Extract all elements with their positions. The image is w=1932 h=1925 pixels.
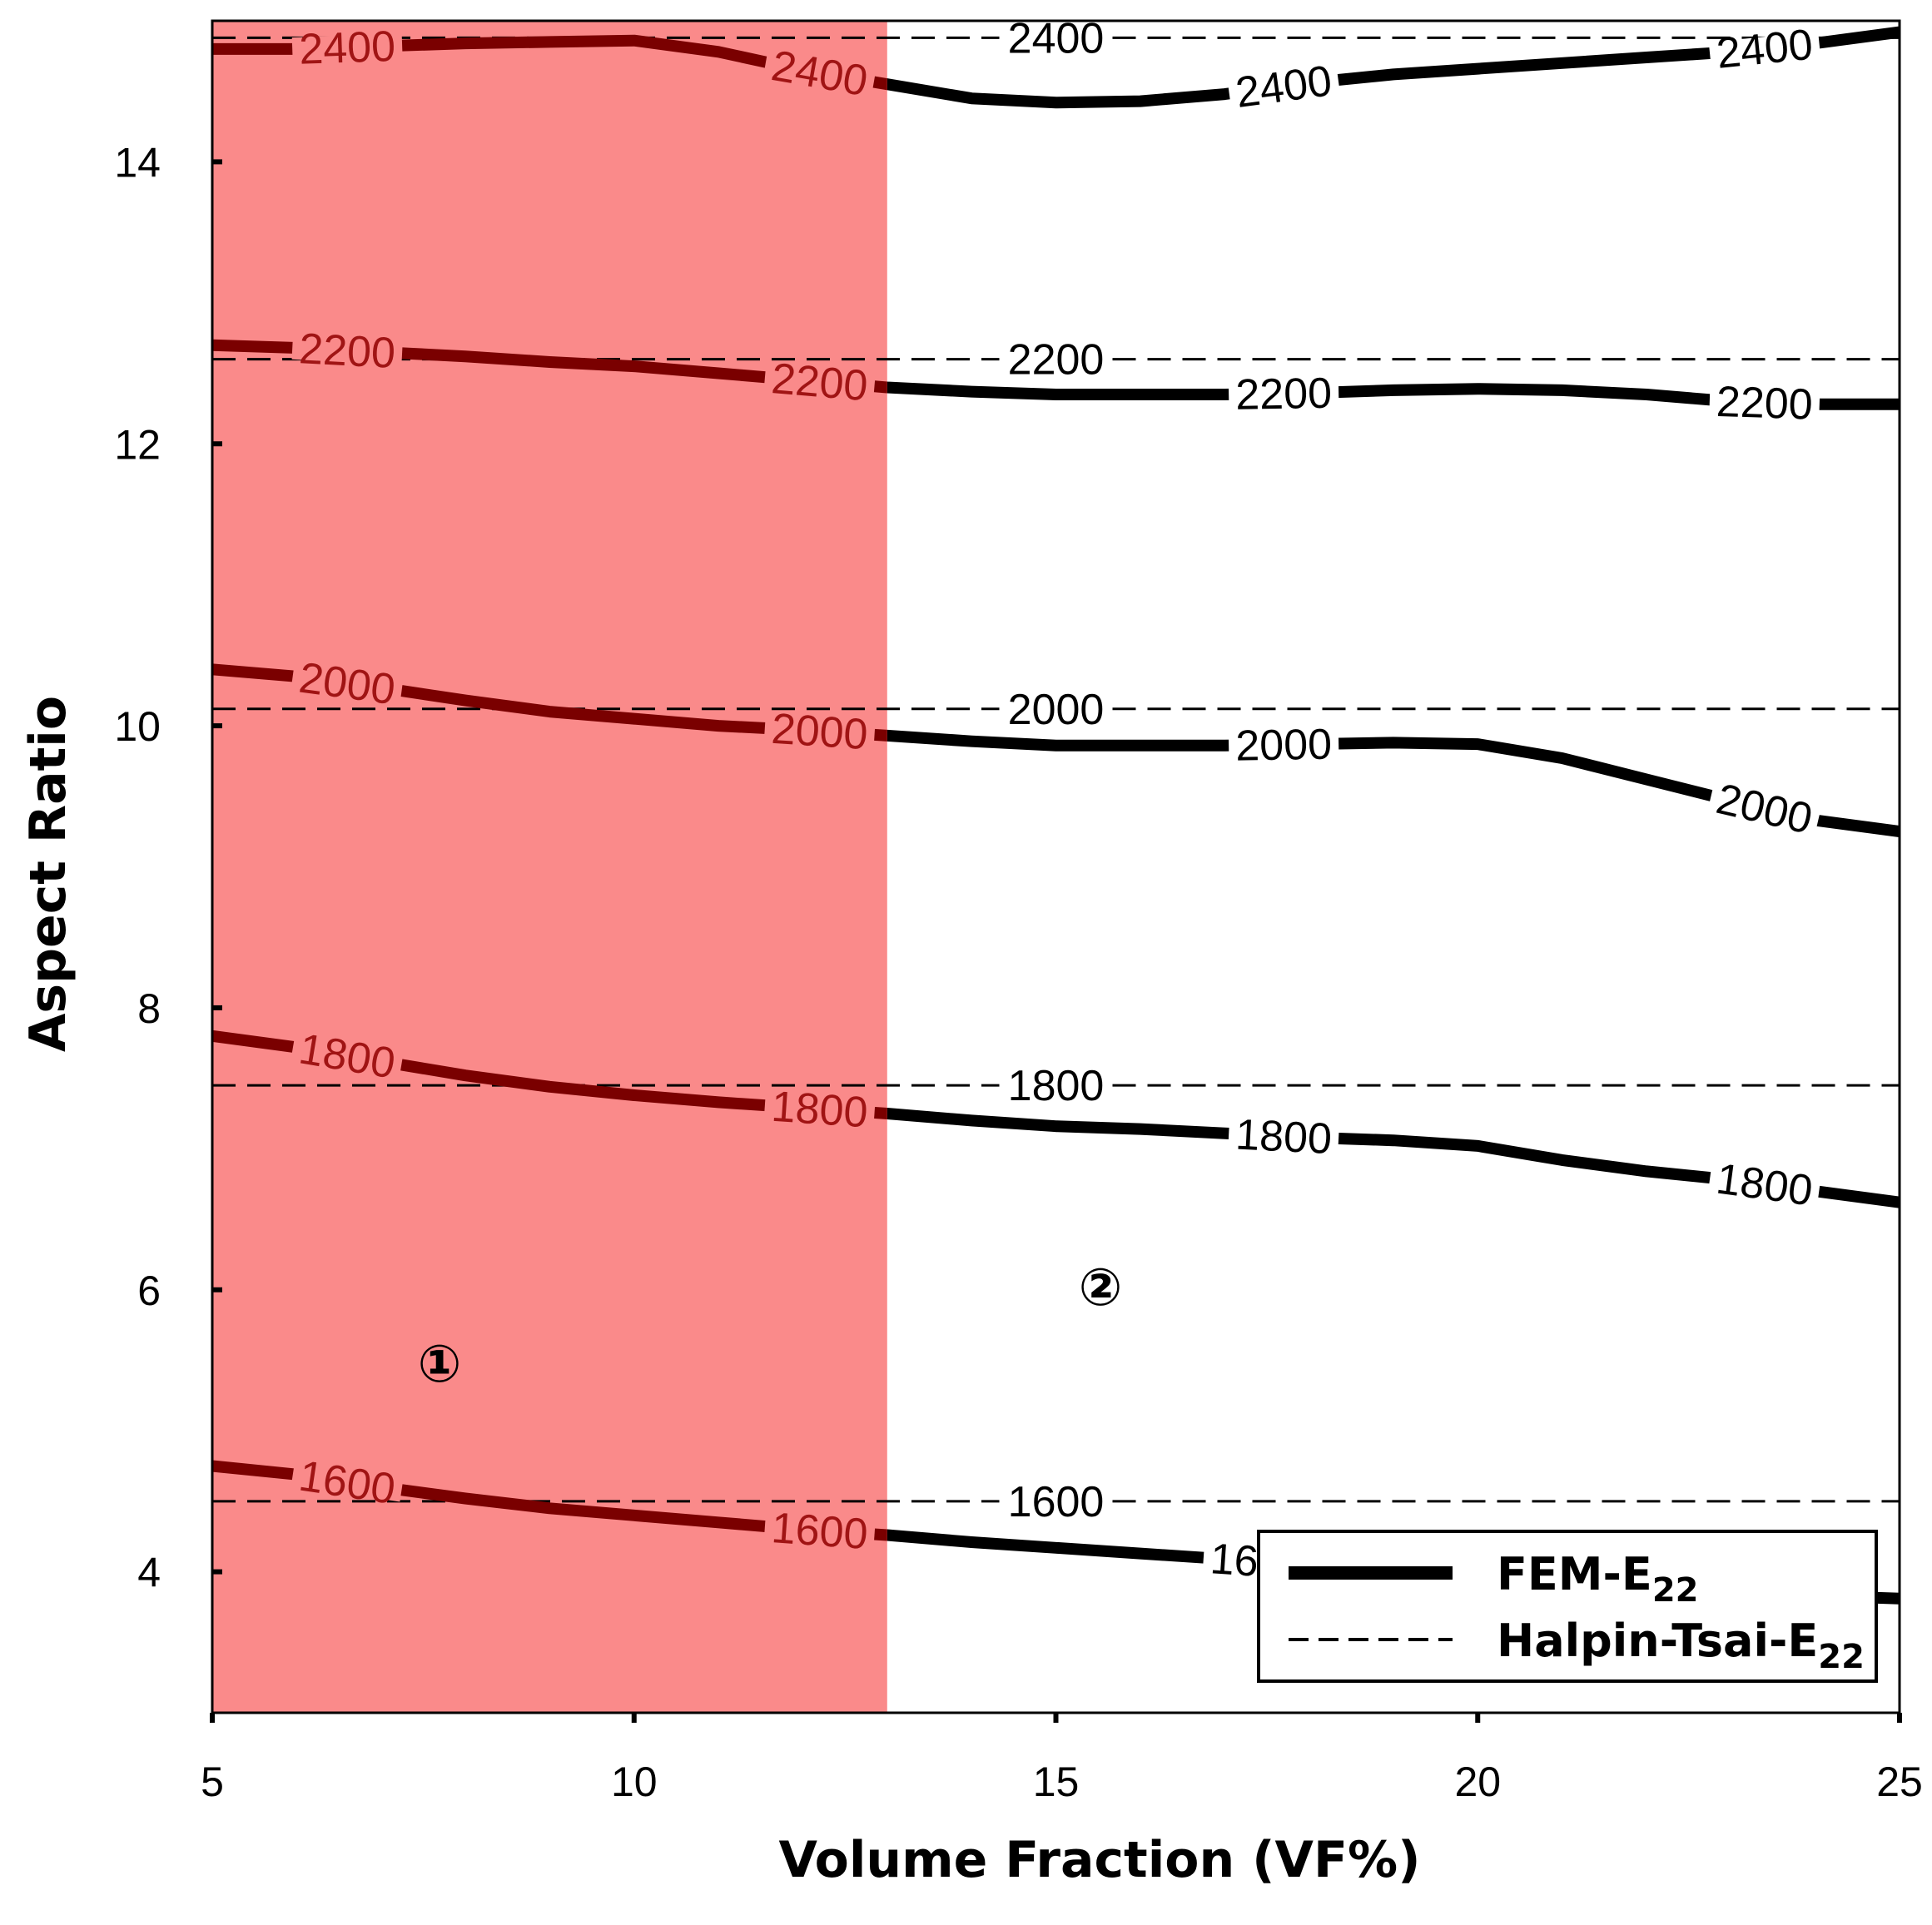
fem-contour-label: 1800 <box>1234 1110 1333 1163</box>
shaded-region-1 <box>212 21 887 1713</box>
region-2-label: ② <box>1079 1257 1123 1317</box>
contour-label-gap <box>291 1034 404 1077</box>
fem-contour-label: 2400 <box>1714 21 1815 78</box>
fem-contour-line-region <box>212 34 887 91</box>
fem-contour-line <box>887 729 1900 838</box>
contour-label-gap <box>291 664 404 702</box>
y-tick-label: 10 <box>114 703 161 750</box>
fem-contour-label: 2000 <box>1235 721 1333 771</box>
x-tick-label: 5 <box>201 1759 224 1805</box>
contour-label-gap <box>763 716 876 747</box>
y-axis: 4 6 8 10 12 14 <box>114 139 222 1596</box>
fem-contour-line-region <box>211 1029 887 1120</box>
fem-contour-label: 1800 <box>770 1083 869 1138</box>
y-axis-title: Aspect Ratio <box>19 696 77 1052</box>
contour-label-gap <box>1708 1165 1821 1203</box>
y-tick-label: 4 <box>137 1550 161 1596</box>
fem-contour-line-region <box>211 339 887 394</box>
fem-contour-label: 2200 <box>770 355 870 410</box>
contour-label-gap <box>1228 380 1339 406</box>
region-1-label: ① <box>418 1333 462 1394</box>
x-tick-label: 25 <box>1876 1759 1923 1805</box>
x-tick-label: 20 <box>1454 1759 1501 1805</box>
fem-contour-label: 1600 <box>770 1504 869 1559</box>
contour-label-gap <box>763 1515 876 1546</box>
contour-label-gap <box>763 365 876 399</box>
y-tick-label: 8 <box>137 985 161 1032</box>
contour-label-gap <box>1227 67 1340 106</box>
fem-contour-label: 2000 <box>770 705 869 759</box>
fem-contour-line <box>887 1107 1900 1208</box>
x-tick-label: 10 <box>611 1759 658 1805</box>
contour-label-gap <box>291 335 403 365</box>
contour-label-gap <box>1709 389 1820 416</box>
y-tick-label: 6 <box>137 1268 161 1314</box>
fem-contour-line <box>887 381 1900 410</box>
halpin-tsai-contour-label: 2400 <box>1008 14 1105 62</box>
contour-label-gap <box>1228 1121 1339 1151</box>
fem-contour-label: 2400 <box>1233 57 1334 117</box>
fem-contour-line-region <box>211 663 887 742</box>
fem-contour-line-region <box>211 1460 887 1541</box>
legend-box <box>1257 1530 1878 1683</box>
fem-contour-line <box>887 26 1900 109</box>
contour-label-gap <box>291 1462 404 1502</box>
y-tick-label: 14 <box>114 139 161 186</box>
contour-label-gap <box>1228 732 1339 757</box>
fem-contour-label: 2400 <box>298 22 396 74</box>
x-axis: 5 10 15 20 25 <box>201 1713 1923 1805</box>
contour-label-gap <box>291 33 403 62</box>
halpin-tsai-contour-label: 2000 <box>1008 686 1105 734</box>
fem-contour-label: 2200 <box>1235 370 1333 419</box>
y-tick-label: 12 <box>114 421 161 468</box>
fem-contour-label: 2000 <box>1712 775 1817 844</box>
fem-lines-in-region <box>211 34 887 1541</box>
contour-label-gap <box>1708 784 1821 833</box>
legend-halpin-tsai-label: Halpin-Tsai-E22 <box>1497 1615 1865 1676</box>
fem-contour-label: 2200 <box>298 325 396 378</box>
x-axis-title: Volume Fraction (VF%) <box>778 1831 1420 1889</box>
halpin-tsai-contour-label: 1800 <box>1008 1062 1105 1110</box>
contour-label-gap <box>1708 31 1820 66</box>
x-tick-label: 15 <box>1033 1759 1080 1805</box>
contour-label-gap <box>763 1094 876 1124</box>
halpin-tsai-contour-label: 1600 <box>1008 1478 1105 1526</box>
fem-contour-label: 2200 <box>1716 378 1814 429</box>
contour-label-gap <box>763 52 877 94</box>
halpin-tsai-contour-label: 2200 <box>1008 336 1105 385</box>
legend-fem-label: FEM-E22 <box>1497 1548 1698 1610</box>
fem-contour-label: 1800 <box>1714 1155 1815 1216</box>
legend: FEM-E22 Halpin-Tsai-E22 <box>1257 1530 1878 1683</box>
